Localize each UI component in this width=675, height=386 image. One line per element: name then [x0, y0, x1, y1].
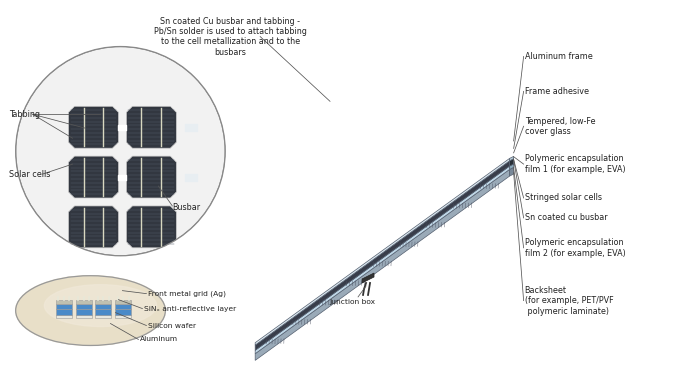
Polygon shape — [362, 273, 374, 283]
Polygon shape — [518, 131, 522, 142]
Text: Frame adhesive: Frame adhesive — [524, 87, 589, 96]
Bar — [115, 315, 132, 318]
Polygon shape — [510, 156, 514, 161]
Polygon shape — [510, 164, 514, 169]
Polygon shape — [510, 149, 514, 155]
Bar — [76, 304, 92, 309]
Polygon shape — [255, 158, 510, 345]
Text: Sn coated Cu busbar and tabbing -
Pb/Sn solder is used to attach tabbing
to the : Sn coated Cu busbar and tabbing - Pb/Sn … — [154, 17, 306, 57]
Ellipse shape — [45, 284, 157, 327]
Polygon shape — [263, 322, 287, 345]
Bar — [95, 309, 111, 315]
Bar — [55, 300, 72, 304]
Bar — [95, 315, 111, 318]
Text: Junction box: Junction box — [329, 299, 375, 305]
Polygon shape — [451, 186, 475, 209]
Polygon shape — [265, 159, 500, 331]
Text: Aluminum frame: Aluminum frame — [524, 52, 593, 61]
Polygon shape — [260, 156, 505, 313]
Bar — [55, 309, 72, 315]
Text: SiNₓ anti-reflective layer: SiNₓ anti-reflective layer — [144, 306, 236, 312]
Text: Tempered, low-Fe
cover glass: Tempered, low-Fe cover glass — [524, 117, 595, 136]
Polygon shape — [317, 283, 340, 306]
Text: Stringed solar cells: Stringed solar cells — [524, 193, 601, 203]
Polygon shape — [424, 206, 448, 228]
Text: Polymeric encapsulation
film 1 (for example, EVA): Polymeric encapsulation film 1 (for exam… — [524, 154, 625, 174]
Polygon shape — [69, 106, 118, 148]
Polygon shape — [69, 206, 118, 248]
Polygon shape — [290, 303, 314, 325]
Bar — [95, 304, 111, 309]
Text: Polymeric encapsulation
film 2 (for example, EVA): Polymeric encapsulation film 2 (for exam… — [524, 238, 625, 257]
Text: Silicon wafer: Silicon wafer — [148, 323, 196, 328]
Polygon shape — [126, 156, 176, 198]
Bar — [76, 309, 92, 315]
Text: Sn coated cu busbar: Sn coated cu busbar — [524, 213, 608, 222]
Circle shape — [16, 47, 225, 256]
Bar — [115, 300, 132, 304]
Bar — [55, 315, 72, 318]
Polygon shape — [255, 161, 510, 350]
Bar — [95, 300, 111, 304]
Polygon shape — [255, 155, 510, 343]
Polygon shape — [247, 133, 518, 332]
Text: Solar cells: Solar cells — [9, 169, 50, 179]
Polygon shape — [510, 146, 514, 151]
Text: Busbar: Busbar — [172, 203, 200, 212]
Polygon shape — [397, 225, 421, 247]
Text: Tabbing: Tabbing — [9, 110, 40, 119]
Text: Aluminum: Aluminum — [140, 337, 178, 342]
Polygon shape — [126, 206, 176, 248]
Bar — [55, 304, 72, 309]
Bar — [76, 300, 92, 304]
Polygon shape — [344, 264, 367, 286]
Polygon shape — [255, 151, 510, 339]
Polygon shape — [255, 169, 510, 361]
Polygon shape — [126, 106, 176, 148]
Polygon shape — [69, 156, 118, 198]
Bar — [115, 309, 132, 315]
Text: Backsheet
(for example, PET/PVF
 polymeric laminate): Backsheet (for example, PET/PVF polymeri… — [524, 286, 614, 315]
Polygon shape — [510, 168, 514, 176]
Text: Front metal grid (Ag): Front metal grid (Ag) — [148, 290, 226, 297]
Polygon shape — [510, 159, 514, 166]
Circle shape — [16, 47, 225, 256]
Polygon shape — [255, 148, 510, 335]
Bar — [115, 304, 132, 309]
Polygon shape — [247, 131, 522, 323]
Polygon shape — [477, 167, 501, 189]
Polygon shape — [255, 166, 510, 354]
Bar — [76, 315, 92, 318]
Polygon shape — [510, 153, 514, 158]
Polygon shape — [371, 245, 394, 267]
Ellipse shape — [16, 276, 165, 345]
